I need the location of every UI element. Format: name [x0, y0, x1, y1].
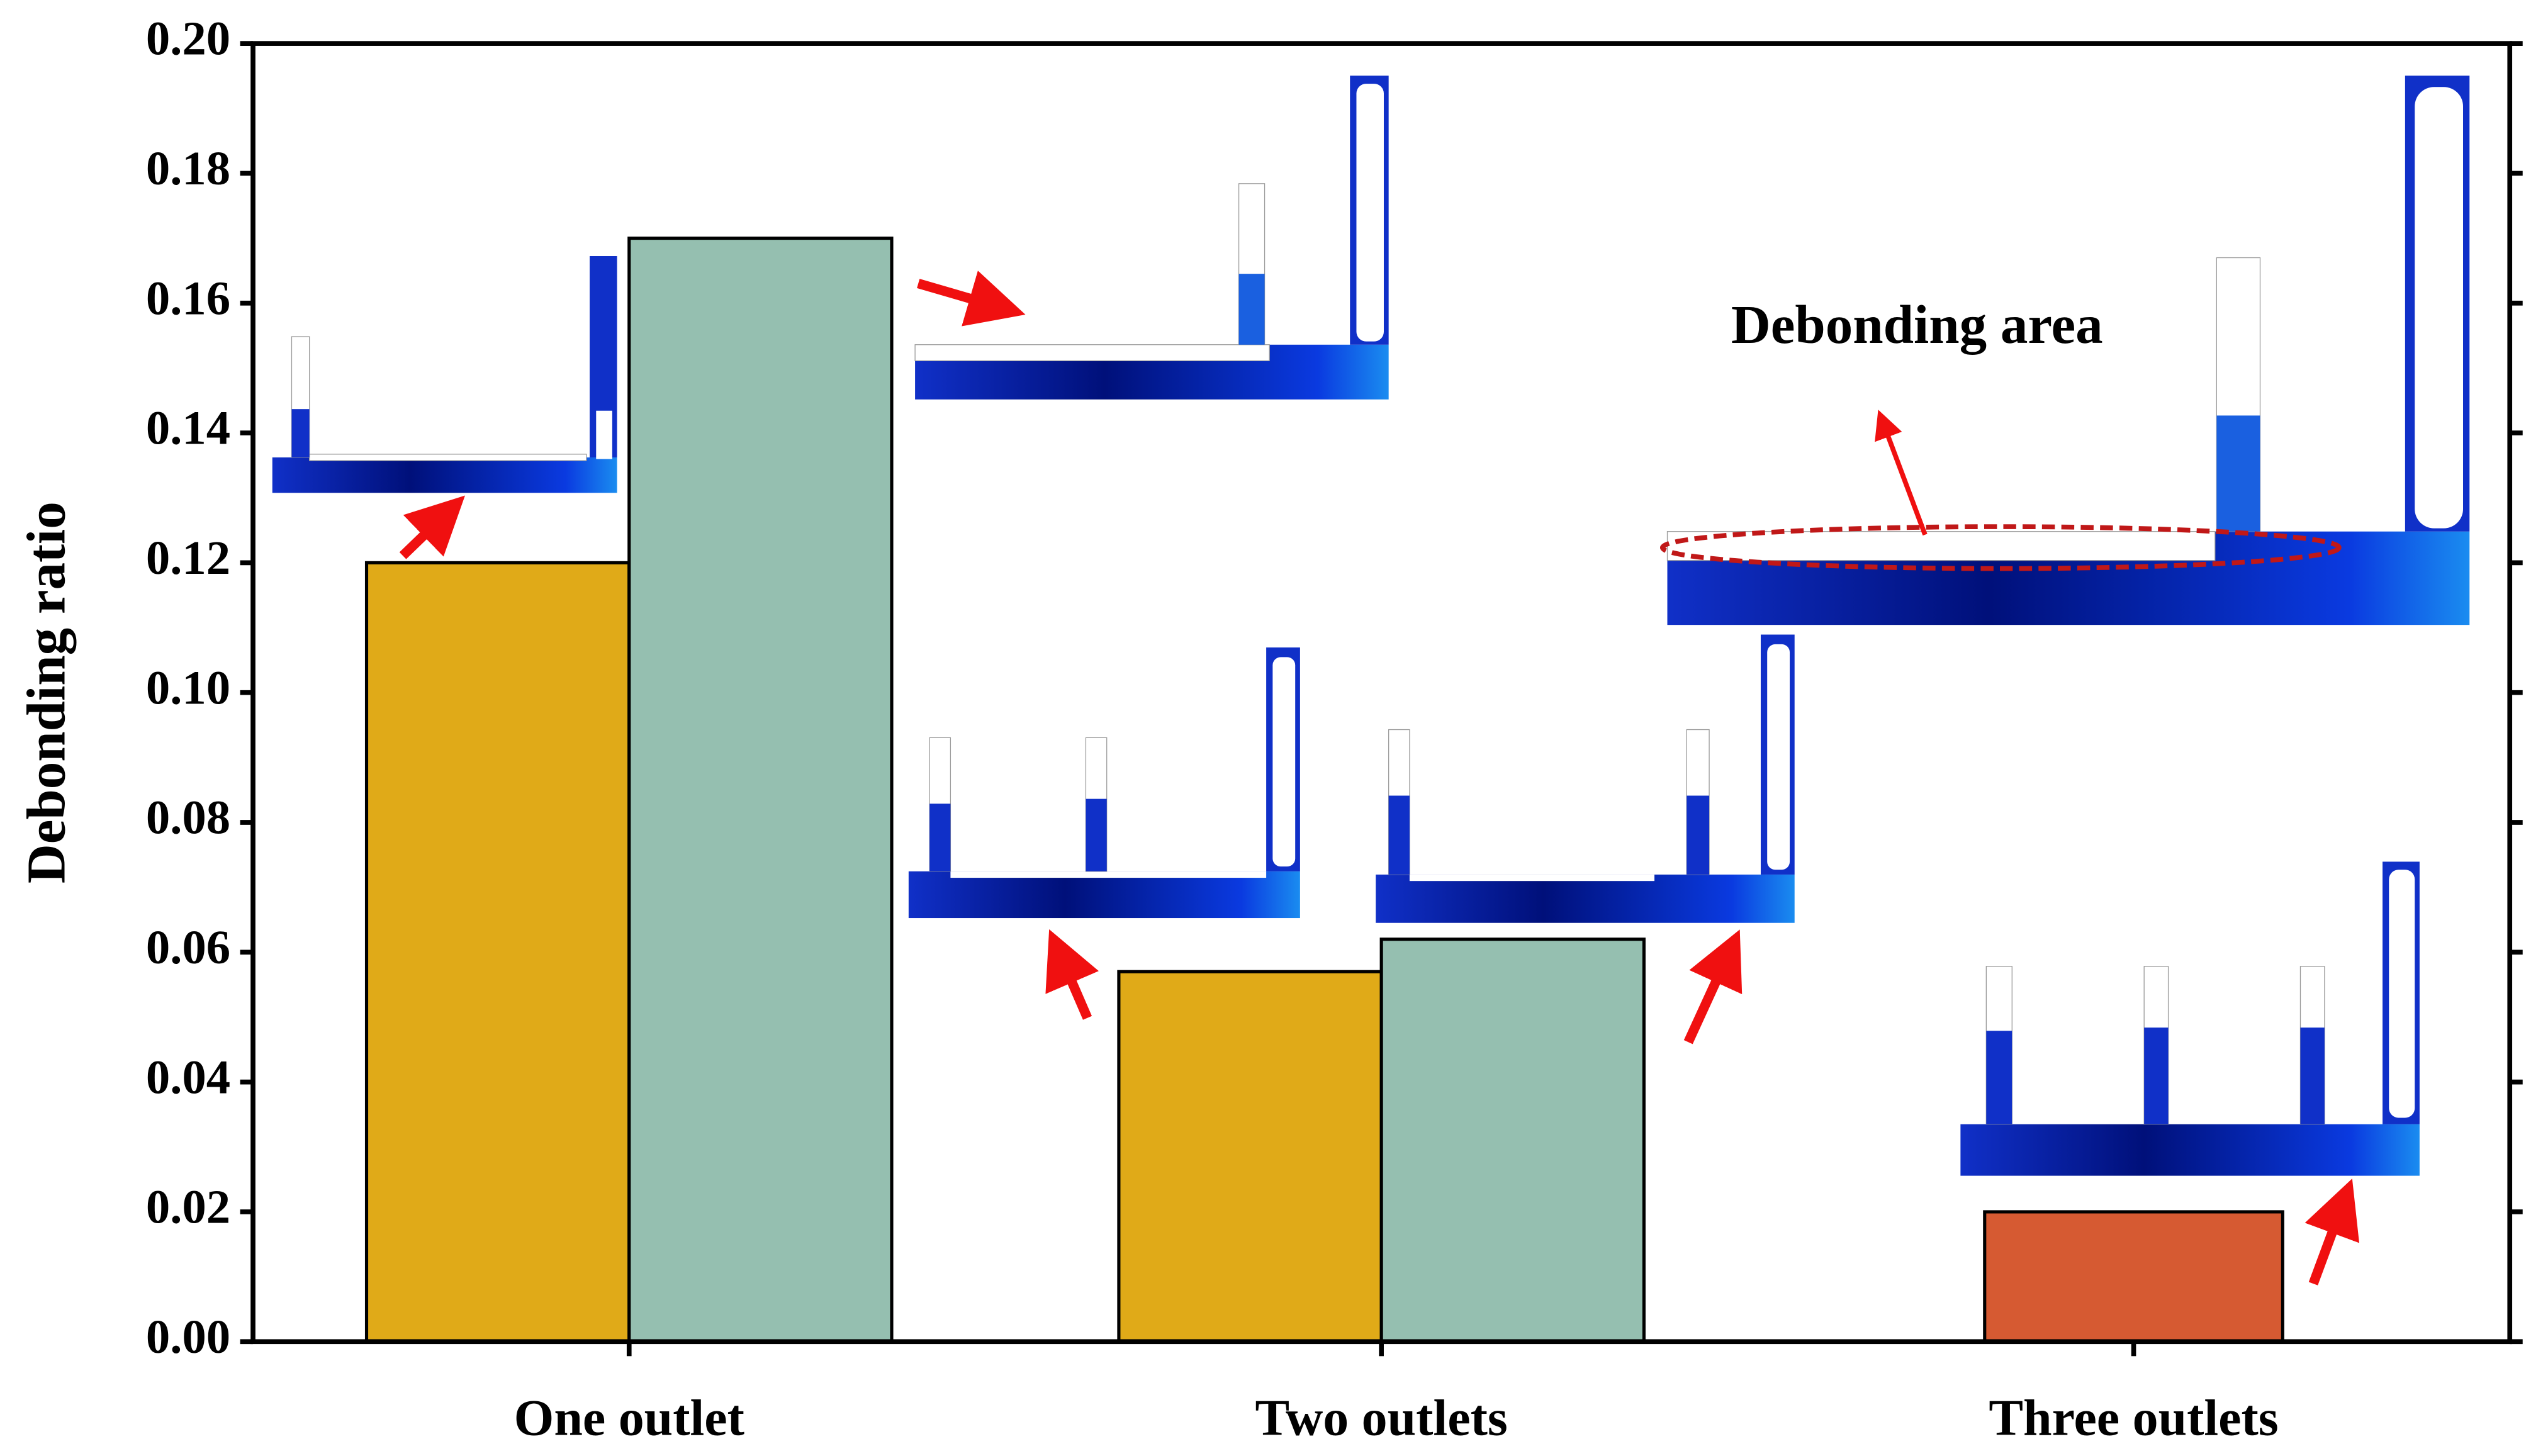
y-tick-label: 0.00 — [146, 1310, 230, 1364]
x-tick-label: Three outlets — [1989, 1389, 2278, 1447]
y-tick-label: 0.14 — [146, 401, 230, 455]
arrow — [399, 495, 465, 559]
simulation-inset — [272, 255, 617, 493]
bar — [1379, 938, 1646, 1343]
y-tick-label: 0.16 — [146, 271, 230, 325]
arrows — [399, 271, 2360, 1285]
y-tick-label: 0.04 — [146, 1050, 230, 1104]
x-tick-label: Two outlets — [1255, 1389, 1508, 1447]
y-tick-label: 0.02 — [146, 1180, 230, 1234]
plot-area: 0.00 0.02 0.04 0.06 0.08 0.10 0.12 0.14 0.16 0.18… — [146, 12, 2523, 1447]
y-tick-label: 0.18 — [146, 142, 230, 195]
arrow — [1683, 929, 1743, 1044]
arrow — [1045, 929, 1099, 1020]
y-tick-label: 0.20 — [146, 12, 230, 65]
simulation-inset — [1960, 861, 2420, 1176]
insets — [272, 76, 2470, 1176]
y-tick-label: 0.08 — [146, 791, 230, 844]
bar — [364, 561, 631, 1343]
arrow — [2304, 1179, 2360, 1285]
y-tick-label: 0.06 — [146, 921, 230, 974]
simulation-inset — [1376, 634, 1795, 923]
annotation: Debonding area — [1731, 294, 2103, 355]
simulation-inset — [914, 76, 1389, 400]
simulation-inset — [1659, 76, 2470, 625]
y-axis-label: Debonding ratio — [16, 501, 77, 883]
y-tick-label: 0.12 — [146, 531, 230, 585]
simulation-inset — [908, 647, 1300, 919]
axes-frame — [250, 41, 2513, 1345]
bar — [1117, 970, 1383, 1343]
y-tick-label: 0.10 — [146, 661, 230, 714]
bar — [1983, 1210, 2284, 1343]
arrow — [917, 271, 1026, 327]
x-tick-label: One outlet — [514, 1389, 744, 1447]
bar — [627, 237, 894, 1343]
